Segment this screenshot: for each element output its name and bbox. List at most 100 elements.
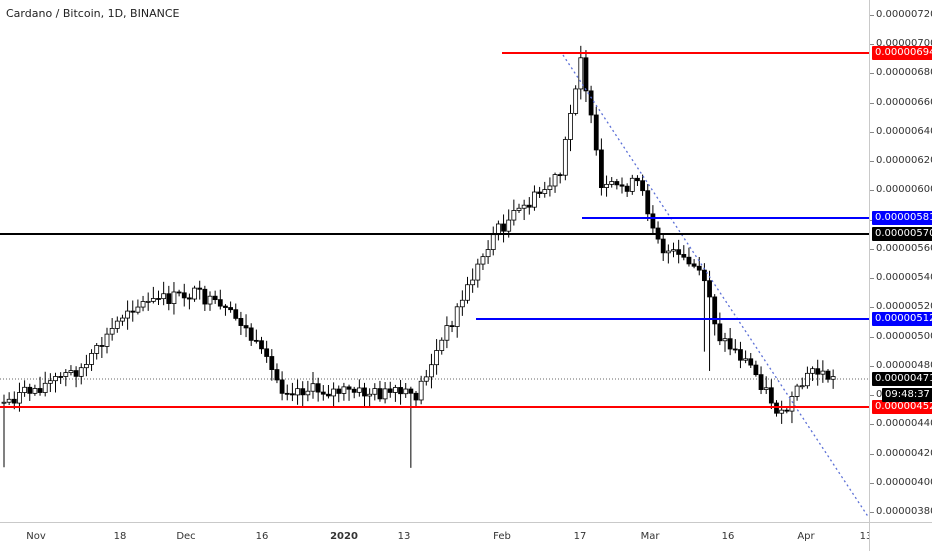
resistance-high-line[interactable] [502,52,869,54]
time-tick-label: 13 [859,531,873,542]
price-tick-mark [870,307,874,309]
candle-body [645,190,651,215]
candle-body [181,292,187,299]
candle-body [27,386,33,394]
current-price-badge: 0.00000471 [872,371,932,386]
candle [763,376,769,394]
candle-body [439,339,445,351]
time-axis[interactable]: Nov 18 Dec 16 2020 13 Feb 17 Mar 16 Apr 13 [0,522,872,551]
candle-body [403,388,409,395]
candle [830,369,836,389]
candle-body [779,409,785,414]
candle-body [434,350,440,366]
candle [562,136,568,181]
candle [609,177,615,188]
candle [305,380,311,402]
candle-body [619,184,625,187]
candle-body [305,390,311,396]
candle-body [552,174,558,187]
candle-body [748,358,754,366]
candle [253,329,259,344]
candle-body [186,297,192,300]
candle-body [94,345,100,354]
candle-body [68,370,74,373]
candle [506,209,512,238]
candle-body [490,234,496,250]
price-tick-mark [870,15,874,16]
candle-body [58,376,64,378]
candle-body [676,249,682,255]
candle-body [161,293,167,300]
axis-corner [869,522,932,551]
candle [248,323,254,346]
candle-body [763,387,769,390]
candle [501,214,506,243]
candle-body [166,293,172,304]
candle [32,384,38,396]
candle [264,340,270,363]
candle-body [37,388,43,393]
candle-body [315,383,321,393]
candle [382,382,388,404]
candle-body [145,300,151,303]
candle [635,175,640,186]
candle [68,365,74,376]
key-level-570-line[interactable] [0,233,869,236]
price-axis[interactable]: 0.00000720 0.00000700 0.00000680 0.00000660… [869,0,932,522]
candle [449,320,455,333]
candle-body [537,191,542,194]
candle-body [135,306,141,313]
candle-body [300,388,306,396]
candle-body [63,372,69,377]
candle [192,285,197,302]
candle-body [640,180,645,192]
candle [748,352,754,368]
candle [47,373,53,393]
candle [820,360,826,383]
candle-body [372,388,378,395]
price-tick-label: 0.00000480 [876,359,932,371]
candle [269,349,275,381]
candle-body [120,317,125,322]
support-452-line[interactable] [0,405,869,408]
candle [557,172,563,184]
candle-body [573,88,579,114]
time-tick-label: Mar [640,531,660,542]
candle [84,354,89,377]
candle-body [516,207,522,211]
candle-body [583,57,589,92]
candle-body [248,327,254,341]
candle-body [768,387,774,404]
candle [511,199,517,226]
price-tick-label: 0.00000420 [876,447,932,459]
candle [212,290,218,304]
candle [815,359,821,386]
candle-body [717,323,723,342]
chart-area[interactable]: Cardano / Bitcoin, 1D, BINANCE [0,0,869,522]
support-512-line[interactable] [476,318,869,321]
candle-body [192,287,197,300]
candle [526,197,532,215]
candle [768,379,774,410]
candle-body [614,181,620,186]
price-tick-mark [870,190,874,192]
candle-body [22,386,28,393]
candle-body [799,385,805,388]
candle [418,375,424,405]
time-tick-label: 17 [573,531,587,542]
candle [444,316,450,349]
candle-body [506,219,512,232]
candle-body [73,370,79,377]
candle-body [480,256,486,265]
candle-body [557,174,563,176]
candle [521,199,527,221]
candle [320,385,326,401]
resistance-581-line[interactable] [582,217,869,220]
candle-body [310,383,316,392]
candle [794,383,800,401]
candle-body [702,269,707,282]
candle [470,268,476,293]
candle [377,380,383,402]
candle-body [650,213,656,229]
candle-body [351,388,357,393]
